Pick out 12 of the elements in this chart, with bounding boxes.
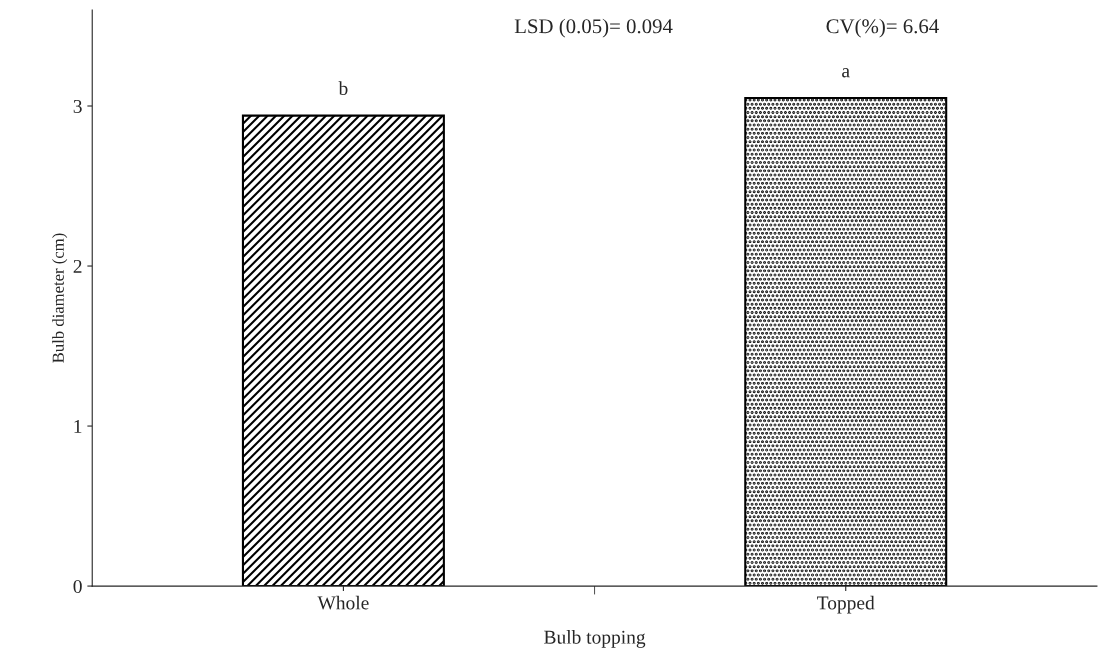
y-tick-label: 3 bbox=[73, 99, 82, 113]
x-axis-title: Bulb topping bbox=[544, 630, 646, 648]
y-axis-title: Bulb diameter (cm) bbox=[52, 233, 68, 363]
y-tick-label: 1 bbox=[74, 419, 82, 433]
y-tick-label: 0 bbox=[73, 579, 82, 594]
annotation: CV(%)= 6.64 bbox=[826, 18, 939, 38]
annotation: a bbox=[842, 68, 850, 78]
x-tick-label: Whole bbox=[317, 595, 369, 610]
annotation: b bbox=[338, 81, 348, 95]
y-tick-label: 2 bbox=[73, 259, 82, 273]
x-tick-label: Topped bbox=[817, 595, 875, 614]
annotation: LSD (0.05)= 0.094 bbox=[514, 18, 673, 38]
